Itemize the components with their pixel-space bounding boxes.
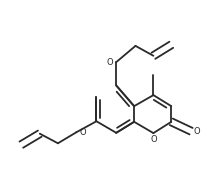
Text: O: O <box>150 135 157 144</box>
Text: O: O <box>80 128 86 137</box>
Text: O: O <box>106 58 113 67</box>
Text: O: O <box>194 127 200 136</box>
